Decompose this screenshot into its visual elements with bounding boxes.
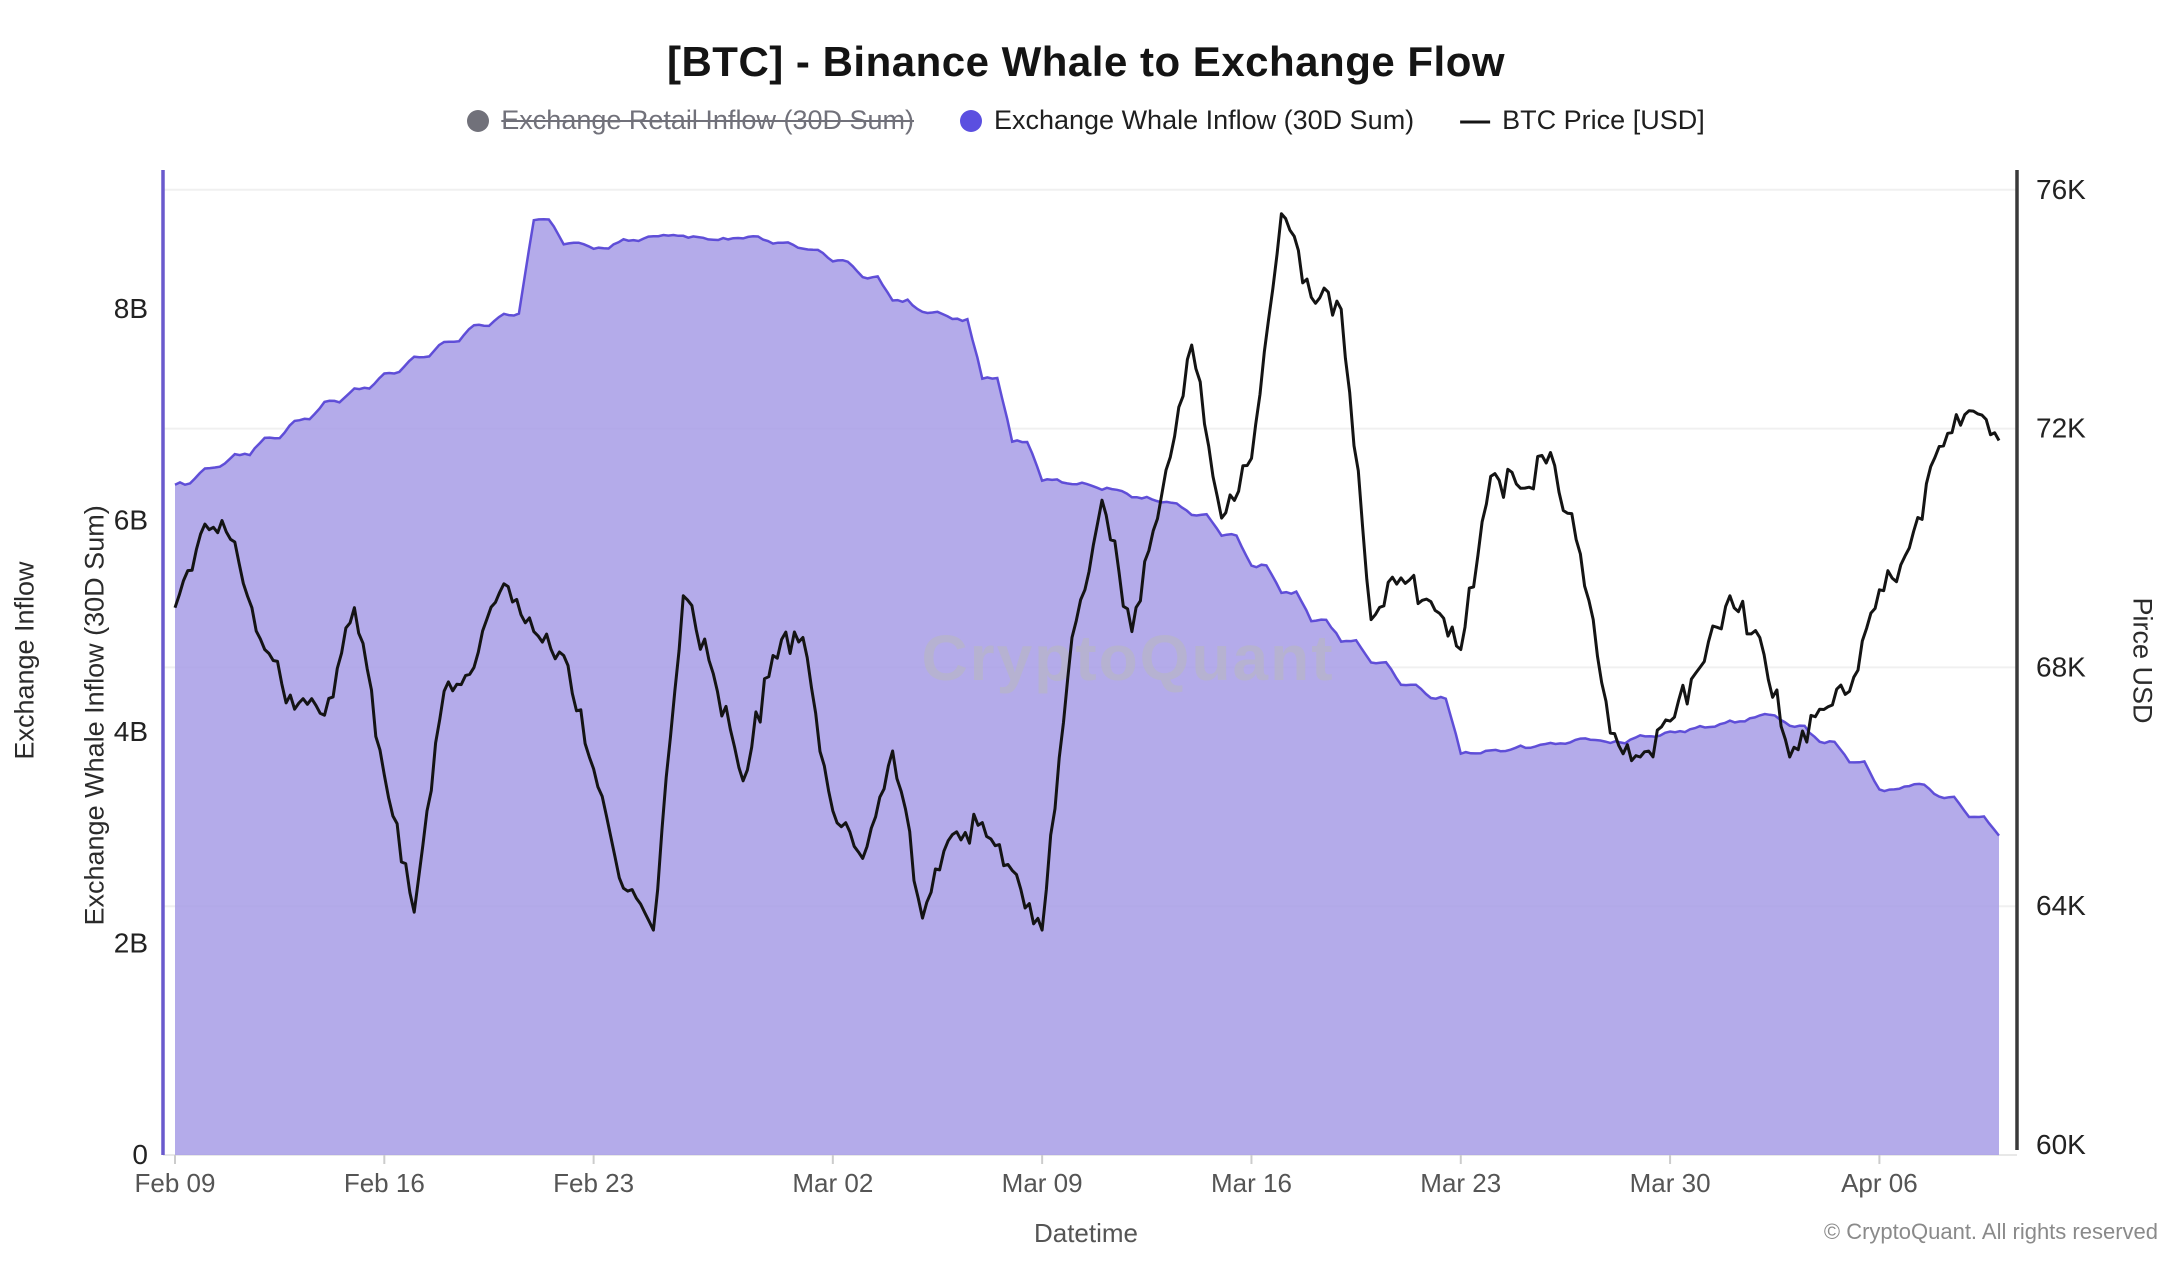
svg-text:Mar 09: Mar 09: [1002, 1168, 1083, 1198]
svg-text:Mar 02: Mar 02: [792, 1168, 873, 1198]
svg-text:0: 0: [132, 1139, 148, 1170]
legend-dot-icon: [467, 109, 490, 132]
svg-text:Mar 30: Mar 30: [1630, 1168, 1711, 1198]
svg-text:Feb 09: Feb 09: [135, 1168, 216, 1198]
legend-item-btc-price[interactable]: — BTC Price [USD]: [1460, 105, 1705, 136]
svg-text:76K: 76K: [2036, 174, 2086, 205]
svg-text:Feb 16: Feb 16: [344, 1168, 425, 1198]
legend-label: Exchange Retail Inflow (30D Sum): [501, 105, 914, 135]
legend-dot-icon: [959, 109, 982, 132]
svg-text:68K: 68K: [2036, 651, 2086, 682]
svg-text:6B: 6B: [114, 505, 148, 536]
legend-item-retail-inflow[interactable]: Exchange Retail Inflow (30D Sum): [467, 105, 914, 136]
svg-text:4B: 4B: [114, 716, 148, 747]
svg-text:64K: 64K: [2036, 890, 2086, 921]
svg-text:60K: 60K: [2036, 1129, 2086, 1160]
legend-label: BTC Price [USD]: [1502, 105, 1705, 135]
svg-text:CryptoQuant: CryptoQuant: [921, 622, 1334, 694]
svg-text:8B: 8B: [114, 293, 148, 324]
svg-text:Feb 23: Feb 23: [553, 1168, 634, 1198]
svg-text:Mar 23: Mar 23: [1420, 1168, 1501, 1198]
svg-text:2B: 2B: [114, 928, 148, 959]
legend-item-whale-inflow[interactable]: Exchange Whale Inflow (30D Sum): [959, 105, 1415, 136]
chart-legend: Exchange Retail Inflow (30D Sum) Exchang…: [0, 105, 2172, 136]
legend-line-icon: —: [1460, 103, 1491, 137]
x-axis-label: Datetime: [1033, 1218, 1139, 1248]
copyright-text: © CryptoQuant. All rights reserved: [1823, 1219, 2158, 1244]
svg-text:72K: 72K: [2036, 413, 2086, 444]
legend-label: Exchange Whale Inflow (30D Sum): [993, 105, 1415, 135]
svg-text:Apr 06: Apr 06: [1841, 1168, 1918, 1198]
svg-text:Mar 16: Mar 16: [1211, 1168, 1292, 1198]
page-title: [BTC] - Binance Whale to Exchange Flow: [666, 38, 1506, 85]
